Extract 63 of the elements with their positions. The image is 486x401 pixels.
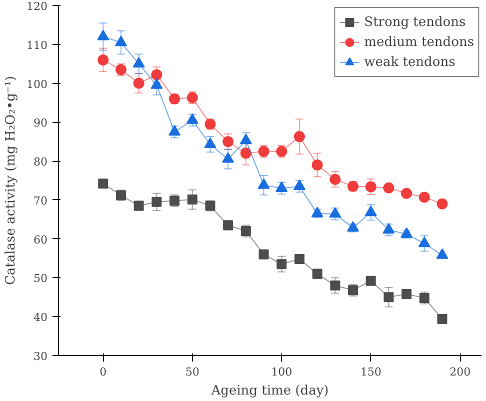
point [97, 30, 110, 40]
legend-label: Strong tendons [364, 14, 466, 30]
point [240, 134, 252, 144]
point [222, 136, 234, 148]
x-tick-label: 150 [360, 366, 382, 378]
y-tick-label: 70 [34, 194, 48, 208]
x-tick-label: 100 [271, 366, 292, 378]
point [258, 178, 270, 189]
y-tick-label: 60 [34, 233, 48, 246]
point [276, 181, 288, 192]
point [383, 182, 394, 194]
y-axis-title: Catalase activity (mg H₂O₂•g⁻¹) [4, 76, 19, 286]
point [98, 54, 109, 66]
point [365, 181, 376, 192]
point [98, 178, 108, 189]
point [240, 148, 252, 159]
y-tick-label: 120 [26, 0, 48, 13]
point [330, 280, 340, 290]
point [418, 236, 430, 248]
point [186, 113, 198, 124]
point [114, 36, 127, 46]
point [402, 289, 412, 300]
point [418, 192, 430, 203]
point [312, 159, 323, 170]
point [294, 131, 305, 142]
point [150, 78, 163, 89]
x-tick-label: 50 [185, 366, 200, 378]
point [311, 206, 324, 218]
point [294, 254, 304, 264]
point [132, 56, 145, 68]
x-tick-label: 0 [100, 366, 107, 378]
legend-label: medium tendons [364, 34, 474, 50]
y-tick-label: 30 [34, 350, 48, 363]
point [366, 276, 376, 286]
point [293, 179, 306, 190]
point [151, 69, 162, 80]
x-tick-label: 200 [450, 366, 471, 378]
point [436, 248, 448, 259]
y-tick-label: 40 [34, 311, 48, 324]
y-tick-label: 110 [26, 38, 48, 52]
legend-label: weak tendons [364, 54, 456, 70]
point [364, 206, 377, 216]
point [152, 196, 162, 207]
point [222, 152, 234, 163]
point [133, 78, 144, 89]
point [437, 314, 448, 324]
point [401, 188, 412, 199]
point [400, 227, 413, 238]
y-tick-label: 50 [34, 272, 48, 286]
point [168, 125, 181, 136]
point [384, 292, 394, 302]
point [382, 223, 395, 234]
point [346, 221, 359, 232]
point [330, 174, 341, 185]
point [276, 259, 287, 270]
y-tick-label: 90 [34, 116, 48, 130]
point [329, 207, 342, 218]
y-tick-label: 80 [34, 156, 48, 169]
point [204, 137, 216, 148]
y-tick-label: 100 [26, 78, 48, 91]
x-axis-title: Ageing time (day) [210, 384, 329, 398]
point [187, 194, 198, 205]
point [258, 249, 269, 260]
